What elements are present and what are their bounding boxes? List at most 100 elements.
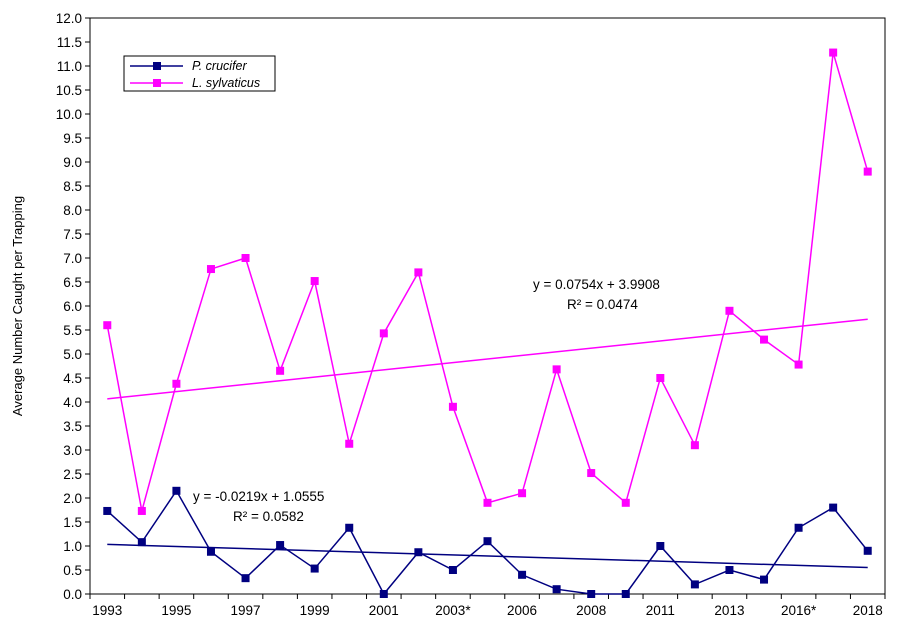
data-point xyxy=(483,537,492,546)
y-tick-label: 8.0 xyxy=(63,203,82,218)
y-axis-ticks: 0.0 0.5 1.0 1.5 2.0 2.5 3.0 3.5 4.0 4.5 5.0 5.5 6.0 6… xyxy=(56,11,90,602)
y-tick-label: 7.5 xyxy=(63,227,82,242)
y-tick-label: 7.0 xyxy=(63,251,82,266)
data-point xyxy=(414,268,423,277)
y-tick-label: 3.0 xyxy=(63,443,82,458)
data-point xyxy=(518,489,527,498)
data-point xyxy=(863,546,872,555)
y-tick-label: 1.5 xyxy=(63,515,82,530)
y-tick-label: 2.0 xyxy=(63,491,82,506)
data-point xyxy=(379,590,388,598)
data-point xyxy=(760,575,769,584)
x-tick-label: 1997 xyxy=(231,603,261,618)
y-tick-label: 5.0 xyxy=(63,347,82,362)
data-point xyxy=(621,498,630,507)
y-tick-label: 1.0 xyxy=(63,539,82,554)
data-point xyxy=(241,574,250,583)
legend-box xyxy=(123,55,276,92)
data-series xyxy=(103,48,872,598)
trendline-r-squared: R² = 0.0474 xyxy=(567,297,638,312)
data-point xyxy=(518,570,527,579)
y-tick-label: 11.0 xyxy=(57,59,82,74)
x-tick-label: 1995 xyxy=(161,603,191,618)
legend: P. crucifer L. sylvaticus xyxy=(123,55,276,92)
data-point xyxy=(621,590,630,598)
data-point xyxy=(310,564,319,573)
data-point xyxy=(276,366,285,375)
data-point xyxy=(172,486,181,495)
trendline-r-squared: R² = 0.0582 xyxy=(233,509,304,524)
y-tick-label: 9.5 xyxy=(63,131,82,146)
data-point xyxy=(829,48,838,57)
y-tick-label: 3.5 xyxy=(63,419,82,434)
data-point xyxy=(552,585,561,594)
legend-label: L. sylvaticus xyxy=(192,76,260,90)
series-line xyxy=(106,52,869,512)
data-point xyxy=(725,306,734,315)
x-axis-ticks: 1993 1995 1997 1999 2001 2003* 2006 2008 2011 201… xyxy=(89,594,886,618)
legend-swatch-marker xyxy=(153,79,161,87)
trendline-equation: y = 0.0754x + 3.9908 xyxy=(533,277,660,292)
data-point xyxy=(725,566,734,574)
x-tick-label: 2013 xyxy=(714,603,744,618)
data-point xyxy=(863,167,872,176)
data-point xyxy=(276,541,285,550)
data-point xyxy=(103,506,112,515)
legend-swatch-marker xyxy=(153,62,161,70)
data-point xyxy=(483,498,492,507)
y-tick-label: 5.5 xyxy=(63,323,82,338)
y-tick-label: 4.0 xyxy=(63,395,82,410)
data-point xyxy=(137,538,146,547)
y-tick-label: 6.5 xyxy=(63,275,82,290)
data-point xyxy=(103,321,112,330)
y-tick-label: 12.0 xyxy=(56,11,82,26)
y-tick-label: 0.0 xyxy=(63,587,82,602)
y-tick-label: 10.0 xyxy=(56,107,82,122)
x-tick-label: 2001 xyxy=(369,603,399,618)
data-point xyxy=(690,441,699,450)
data-point xyxy=(656,542,665,550)
data-point xyxy=(310,277,319,286)
y-tick-label: 6.0 xyxy=(63,299,82,314)
data-point xyxy=(137,506,146,515)
x-tick-label: 2003* xyxy=(435,603,471,618)
data-point xyxy=(656,374,665,382)
legend-label: P. crucifer xyxy=(192,59,247,73)
trendline-annotations: y = -0.0219x + 1.0555 R² = 0.0582 y = 0.07… xyxy=(193,277,660,524)
x-tick-label: 2018 xyxy=(853,603,883,618)
data-point xyxy=(690,580,699,589)
y-tick-label: 11.5 xyxy=(57,35,82,50)
chart-axes xyxy=(89,17,886,595)
data-point xyxy=(760,335,769,344)
x-tick-label: 1993 xyxy=(92,603,122,618)
x-tick-label: 1999 xyxy=(300,603,330,618)
data-point xyxy=(345,523,354,532)
y-tick-label: 10.5 xyxy=(56,83,82,98)
y-tick-label: 8.5 xyxy=(63,179,82,194)
data-point xyxy=(552,365,561,374)
x-tick-label: 2016* xyxy=(781,603,817,618)
data-point xyxy=(241,254,250,262)
data-point xyxy=(448,402,457,411)
y-tick-label: 4.5 xyxy=(63,371,82,386)
y-tick-label: 9.0 xyxy=(63,155,82,170)
data-point xyxy=(794,523,803,532)
data-point xyxy=(829,503,838,512)
data-point xyxy=(379,329,388,338)
data-point xyxy=(587,590,596,598)
x-tick-label: 2011 xyxy=(646,603,675,618)
trendlines xyxy=(107,318,868,569)
plot-area-frame xyxy=(89,17,886,595)
data-point xyxy=(448,566,457,574)
y-axis-title: Average Number Caught per Trapping xyxy=(10,196,25,416)
data-point xyxy=(794,360,803,369)
data-point xyxy=(587,469,596,478)
x-tick-label: 2008 xyxy=(576,603,606,618)
data-point xyxy=(206,265,215,274)
y-tick-label: 2.5 xyxy=(63,467,82,482)
data-point xyxy=(172,379,181,388)
trendline xyxy=(107,543,868,569)
y-tick-label: 0.5 xyxy=(63,563,82,578)
x-tick-label: 2006 xyxy=(507,603,537,618)
